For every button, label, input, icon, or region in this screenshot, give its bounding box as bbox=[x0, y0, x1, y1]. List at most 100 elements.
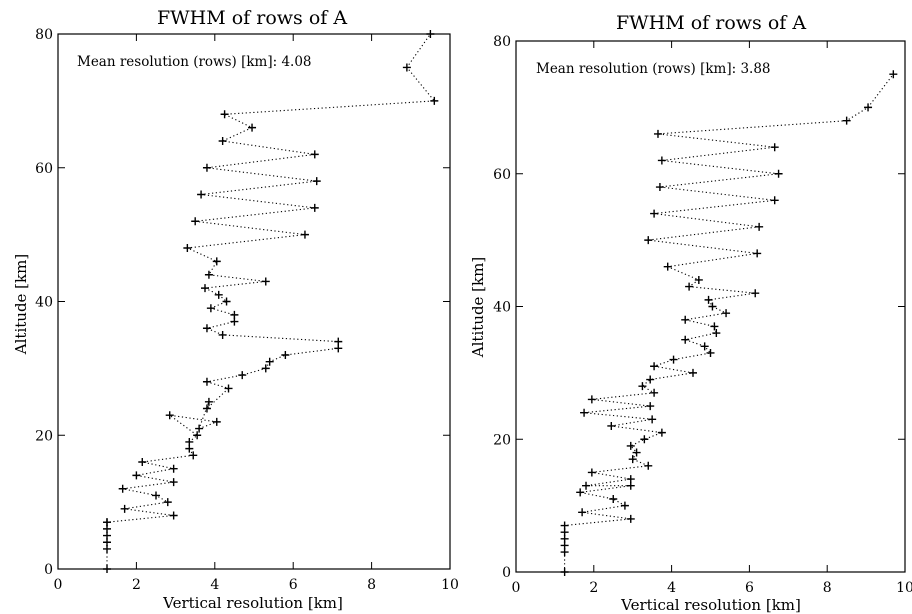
right-data-point bbox=[770, 196, 779, 205]
left-data-point bbox=[138, 458, 147, 466]
left-data-point bbox=[202, 324, 211, 333]
left-data-point bbox=[265, 357, 274, 366]
left-data-point bbox=[214, 290, 223, 299]
right-data-point bbox=[704, 295, 713, 304]
left-x-axis-label: Vertical resolution [km] bbox=[162, 594, 343, 612]
right-data-point bbox=[842, 116, 851, 125]
right-data-point bbox=[755, 222, 764, 231]
right-data-point bbox=[657, 428, 666, 437]
left-data-point bbox=[220, 110, 229, 119]
right-data-point bbox=[650, 388, 659, 397]
left-chart-title: FWHM of rows of A bbox=[157, 7, 347, 29]
right-data-point bbox=[770, 143, 779, 152]
left-x-tick-label: 6 bbox=[289, 577, 298, 593]
left-data-point bbox=[103, 518, 111, 527]
right-axis-ticks: 0 2 4 6 8 10 0 20 40 60 80 bbox=[493, 34, 912, 596]
left-data-point bbox=[120, 504, 129, 513]
right-data-point bbox=[644, 236, 653, 245]
left-chart: FWHM of rows of A Altitude [km] Vertical… bbox=[12, 7, 459, 612]
left-data-point bbox=[195, 424, 204, 433]
left-data-point bbox=[230, 317, 239, 326]
right-y-axis-label: Altitude [km] bbox=[469, 257, 487, 358]
left-data-point bbox=[103, 544, 111, 553]
left-data-point bbox=[310, 203, 319, 212]
left-x-tick-label: 0 bbox=[54, 577, 63, 593]
right-data-point bbox=[646, 402, 655, 411]
right-x-tick-label: 10 bbox=[896, 580, 912, 596]
right-data-point bbox=[638, 382, 647, 391]
left-data-point bbox=[185, 444, 194, 453]
right-x-axis-label: Vertical resolution [km] bbox=[620, 596, 801, 614]
left-data-point bbox=[185, 437, 194, 446]
left-data-point bbox=[163, 498, 172, 507]
right-x-tick-label: 2 bbox=[589, 580, 598, 596]
left-data-point bbox=[312, 177, 321, 186]
right-data-point bbox=[628, 455, 637, 464]
left-data-point bbox=[183, 244, 192, 252]
left-data-point bbox=[248, 123, 257, 132]
left-data-point bbox=[169, 464, 178, 473]
left-data-point bbox=[334, 337, 343, 346]
right-x-tick-label: 4 bbox=[667, 580, 676, 596]
right-data-point bbox=[576, 488, 585, 497]
left-x-tick-label: 4 bbox=[210, 577, 219, 593]
left-data-point bbox=[202, 163, 211, 172]
right-y-tick-label: 20 bbox=[493, 432, 511, 448]
left-data-point bbox=[310, 150, 319, 159]
right-data-point bbox=[582, 481, 591, 490]
right-data-point bbox=[646, 375, 655, 384]
right-data-point bbox=[681, 335, 690, 344]
right-data-point bbox=[688, 368, 697, 377]
right-chart: FWHM of rows of A Altitude [km] Vertical… bbox=[469, 12, 912, 614]
right-data-point bbox=[706, 348, 715, 357]
left-data-point bbox=[204, 270, 213, 279]
right-data-point bbox=[650, 362, 659, 371]
left-y-tick-label: 0 bbox=[44, 562, 53, 578]
left-data-point bbox=[202, 377, 211, 386]
right-x-tick-label: 6 bbox=[745, 580, 754, 596]
left-data-point bbox=[224, 384, 233, 393]
right-data-point bbox=[681, 315, 690, 324]
right-data-point bbox=[644, 461, 653, 470]
left-series-line bbox=[106, 33, 436, 569]
left-data-point bbox=[201, 284, 209, 293]
right-data-point bbox=[560, 521, 569, 530]
right-data-point bbox=[712, 329, 721, 338]
left-data-point bbox=[193, 431, 202, 440]
left-data-point bbox=[206, 304, 215, 313]
right-y-tick-label: 40 bbox=[493, 300, 511, 316]
right-plot-frame bbox=[515, 40, 906, 573]
right-data-point bbox=[620, 501, 629, 510]
left-data-point bbox=[103, 524, 111, 533]
right-data-point bbox=[753, 249, 762, 258]
left-y-tick-label: 20 bbox=[35, 428, 53, 444]
left-y-tick-label: 80 bbox=[35, 27, 53, 43]
right-data-point bbox=[626, 514, 635, 523]
left-data-point bbox=[230, 310, 239, 319]
right-y-tick-label: 60 bbox=[493, 167, 511, 183]
right-data-point bbox=[632, 448, 641, 457]
left-data-point bbox=[238, 371, 247, 380]
right-data-point bbox=[653, 129, 662, 138]
right-data-point bbox=[708, 302, 717, 311]
left-data-point bbox=[152, 491, 160, 500]
left-data-point bbox=[261, 364, 270, 373]
left-data-point bbox=[165, 411, 174, 420]
left-plot-frame bbox=[57, 33, 451, 570]
left-data-point bbox=[169, 511, 178, 520]
right-mean-resolution-annotation: Mean resolution (rows) [km]: 3.88 bbox=[536, 61, 771, 77]
right-data-point bbox=[694, 275, 703, 284]
left-data-point bbox=[212, 417, 221, 426]
right-chart-title: FWHM of rows of A bbox=[616, 12, 806, 34]
left-data-point bbox=[281, 351, 290, 359]
left-data-point bbox=[132, 471, 141, 480]
left-data-point bbox=[103, 531, 111, 540]
right-series-line bbox=[564, 73, 894, 572]
right-data-point bbox=[685, 282, 694, 291]
right-data-point bbox=[864, 103, 873, 112]
right-data-point bbox=[587, 468, 596, 477]
left-data-point bbox=[222, 297, 231, 306]
left-y-tick-label: 60 bbox=[35, 161, 53, 177]
right-data-point bbox=[663, 262, 672, 271]
left-y-axis-label: Altitude [km] bbox=[12, 254, 30, 355]
